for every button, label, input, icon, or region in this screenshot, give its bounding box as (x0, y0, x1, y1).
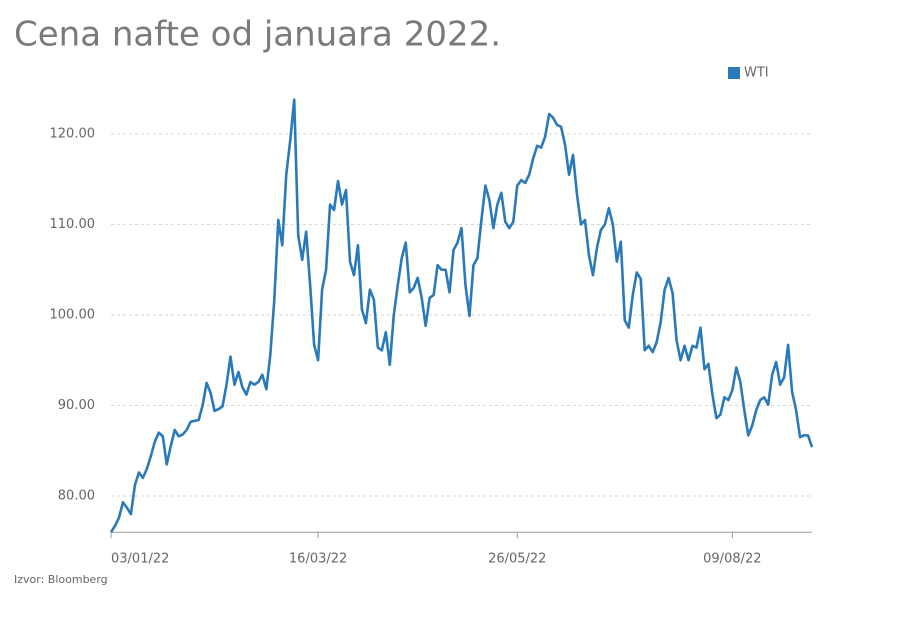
legend-label: WTI (744, 66, 769, 81)
source: Izvor: Bloomberg (14, 573, 108, 586)
line-series (109, 98, 814, 533)
y-tick-label: 100.00 (50, 308, 96, 323)
y-tick-label: 80.00 (58, 489, 95, 504)
y-tick-label: 110.00 (50, 217, 96, 232)
x-tick-label: 09/08/22 (703, 552, 761, 567)
x-tick-label: 16/03/22 (289, 552, 347, 567)
y-tick-label: 90.00 (58, 398, 95, 413)
chart-title: Cena nafte od januara 2022. (14, 15, 501, 55)
y-tick-label: 120.00 (50, 127, 96, 142)
legend-swatch (728, 67, 740, 79)
x-tick-label: 26/05/22 (488, 552, 546, 567)
x-tick-label: 03/01/22 (111, 552, 169, 567)
